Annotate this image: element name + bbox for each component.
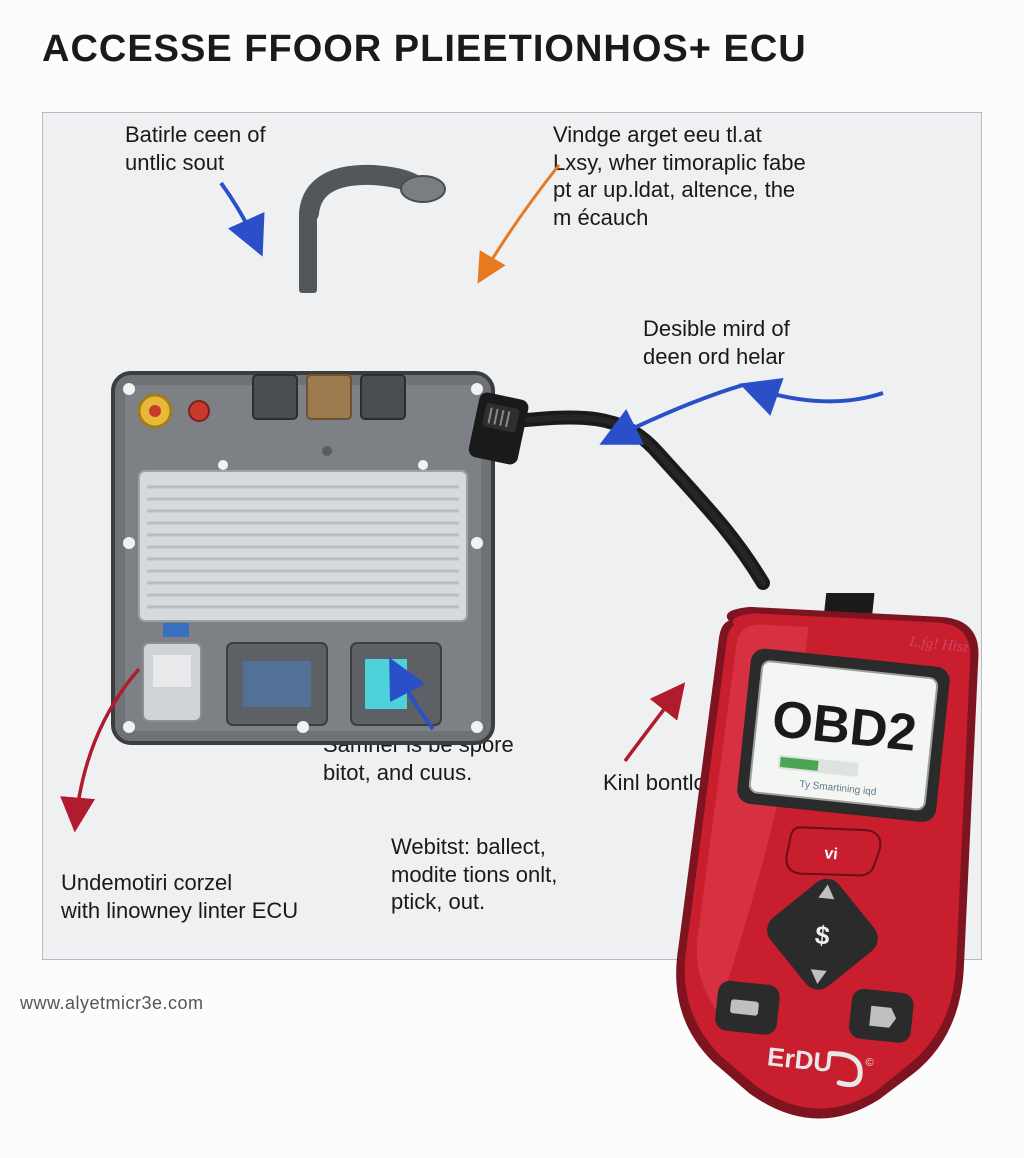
callout-line: Webitst: ballect,: [391, 833, 557, 861]
callout-mid-right: Desible mird of deen ord helar: [643, 315, 790, 370]
callout-line: Desible mird of: [643, 315, 790, 343]
callout-line: modite tions onlt,: [391, 861, 557, 889]
callout-line: m écauch: [553, 204, 806, 232]
callout-bottom-center: Webitst: ballect, modite tions onlt, pti…: [391, 833, 557, 916]
callout-line: Lxsy, wher timoraplic fabe: [553, 149, 806, 177]
callout-bottom-left: Undemotiri corzel with linowney linter E…: [61, 869, 298, 924]
svg-text:©: ©: [865, 1056, 874, 1069]
callout-line: untlic sout: [125, 149, 266, 177]
callout-line: Vindge arget eeu tl.at: [553, 121, 806, 149]
callout-line: Batirle ceen of: [125, 121, 266, 149]
callout-top-left: Batirle ceen of untlic sout: [125, 121, 266, 176]
callout-line: bitot, and cuus.: [323, 759, 514, 787]
svg-text:vi: vi: [823, 845, 838, 863]
callout-line: Undemotiri corzel: [61, 869, 298, 897]
callout-line: with linowney linter ECU: [61, 897, 298, 925]
site-url: www.alyetmicr3e.com: [20, 993, 204, 1014]
callout-line: ptick, out.: [391, 888, 557, 916]
diagram-panel: Batirle ceen of untlic sout Vindge arget…: [42, 112, 982, 960]
callout-line: pt ar up.ldat, altence, the: [553, 176, 806, 204]
ecu-illustration: [103, 343, 503, 753]
page-title: ACCESSE FFOOR PLIEETIONHOS+ ECU: [42, 28, 807, 71]
callout-line: deen ord helar: [643, 343, 790, 371]
scanner-illustration: L.fg! Hisz OBD2 Ty Smartining iqd vi $: [633, 593, 1024, 1153]
callout-top-right: Vindge arget eeu tl.at Lxsy, wher timora…: [553, 121, 806, 231]
